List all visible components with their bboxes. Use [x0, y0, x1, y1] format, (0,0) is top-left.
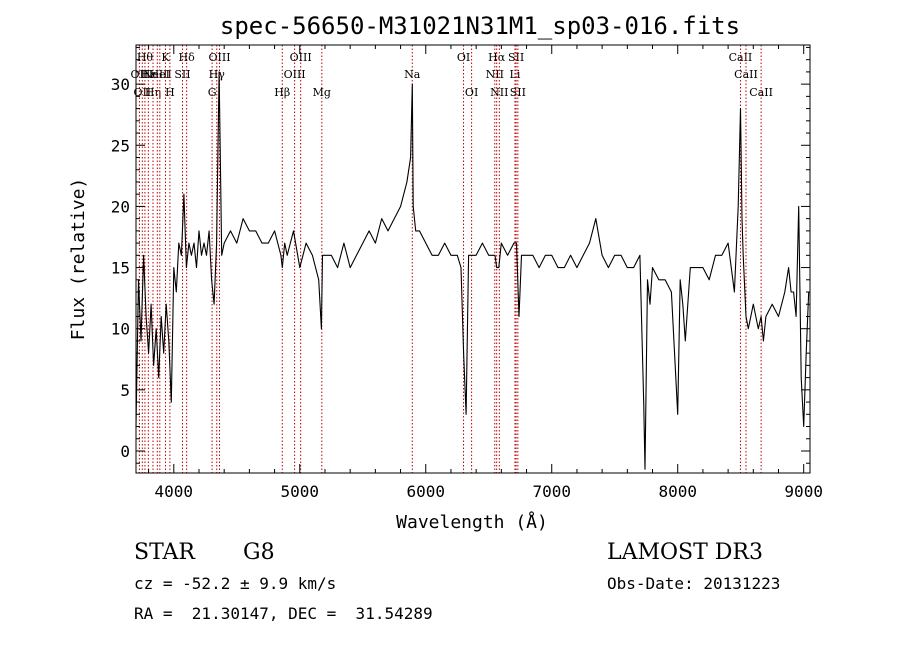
- line-label: NII: [490, 86, 508, 99]
- x-tick-label: 8000: [658, 482, 697, 501]
- line-label: CaII: [734, 68, 758, 81]
- line-label: SII: [508, 51, 524, 64]
- y-tick-label: 5: [120, 381, 130, 400]
- line-label: Na: [404, 68, 421, 81]
- line-label: Hα: [488, 51, 506, 64]
- x-tick-label: 4000: [155, 482, 194, 501]
- line-label: OIII: [284, 68, 306, 81]
- line-label: OI: [457, 51, 470, 64]
- y-axis-label: Flux (relative): [68, 178, 89, 341]
- line-label: HeI: [150, 68, 170, 81]
- plot-frame: [135, 44, 811, 474]
- y-tick-label: 15: [111, 259, 130, 278]
- observation-date: Obs-Date: 20131223: [607, 574, 781, 593]
- axes: 4000 5000 6000 7000 8000 9000 0 5 10 15 20 25 30: [111, 45, 823, 501]
- line-label: SII: [510, 86, 526, 99]
- line-label: CaII: [749, 86, 773, 99]
- line-label: Hη: [145, 86, 161, 99]
- line-label: Mg: [313, 86, 331, 99]
- x-tick-label: 5000: [281, 482, 320, 501]
- line-label: CaII: [729, 51, 753, 64]
- x-tick-label: 9000: [784, 482, 823, 501]
- line-label: G: [208, 86, 217, 99]
- line-label: OIII: [208, 51, 230, 64]
- line-label: NeIII: [143, 68, 172, 81]
- object-subclass: G8: [243, 540, 275, 565]
- line-label: Hγ: [209, 68, 226, 81]
- y-tick-label: 10: [111, 320, 130, 339]
- line-label: Hβ: [274, 86, 290, 99]
- redshift-velocity: cz = -52.2 ± 9.9 km/s: [134, 574, 337, 593]
- x-axis-label: Wavelength (Å): [396, 511, 548, 533]
- line-label: K: [161, 51, 170, 64]
- line-label: OII: [133, 86, 151, 99]
- line-label: OII: [131, 68, 149, 81]
- line-label: Hθ: [137, 51, 154, 64]
- line-label: Hε: [141, 68, 157, 81]
- line-label: NII: [486, 68, 504, 81]
- y-tick-label: 0: [120, 442, 130, 461]
- survey-name: LAMOST DR3: [607, 540, 763, 565]
- y-tick-label: 25: [111, 136, 130, 155]
- flux-series: [135, 71, 810, 470]
- flux-line: [135, 71, 810, 470]
- y-tick-label: 30: [111, 75, 130, 94]
- line-label: H: [165, 86, 175, 99]
- x-tick-label: 7000: [532, 482, 571, 501]
- line-label: OIII: [290, 51, 312, 64]
- line-label: SII: [174, 68, 190, 81]
- coordinates: RA = 21.30147, DEC = 31.54289: [134, 604, 433, 623]
- object-class: STAR: [134, 540, 195, 565]
- y-tick-label: 20: [111, 197, 130, 216]
- x-tick-label: 6000: [406, 482, 445, 501]
- line-label: Li: [510, 68, 521, 81]
- line-label: Hδ: [179, 51, 196, 64]
- line-label: OI: [465, 86, 478, 99]
- chart-title: spec-56650-M31021N31M1_sp03-016.fits: [220, 12, 740, 40]
